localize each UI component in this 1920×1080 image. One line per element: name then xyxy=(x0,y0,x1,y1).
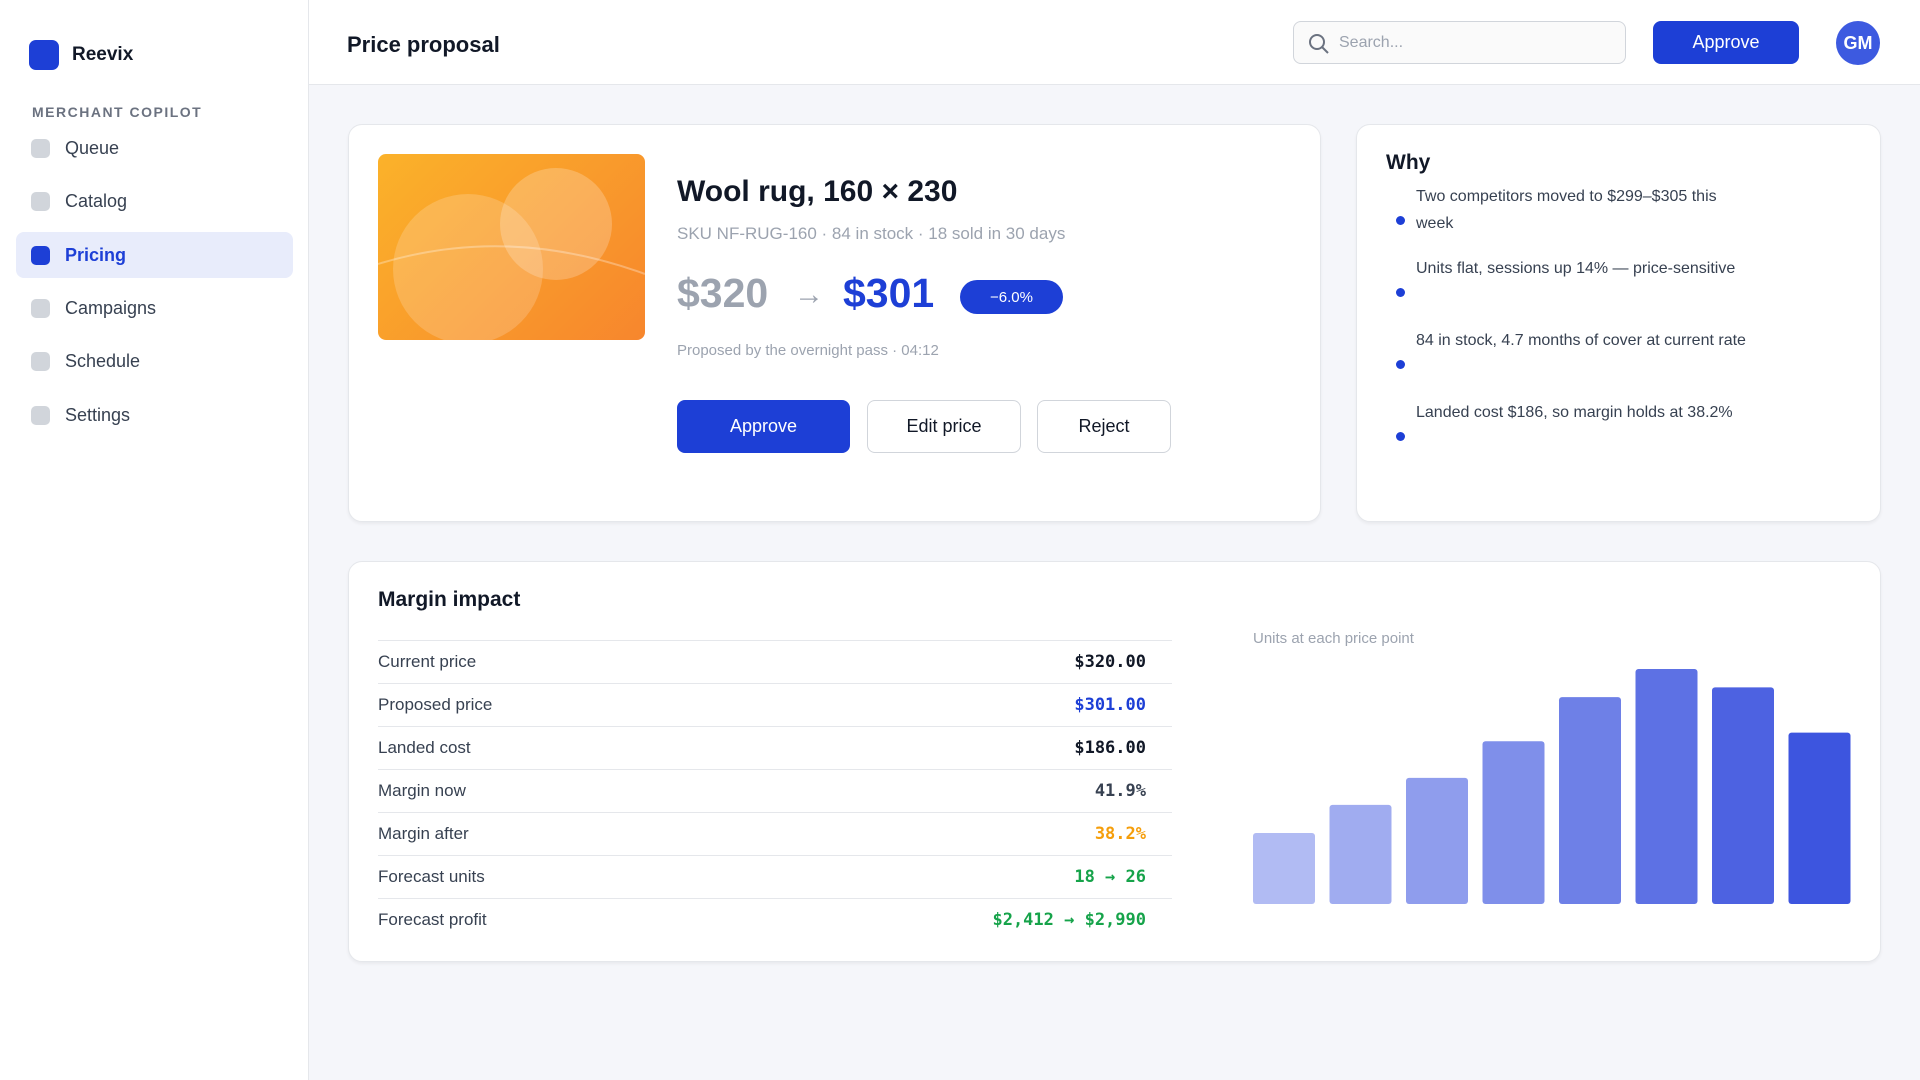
bar xyxy=(1253,833,1315,904)
table-row: Margin now 41.9% xyxy=(378,769,1172,812)
search[interactable]: Search... xyxy=(1293,21,1626,64)
brand: Reevix xyxy=(72,44,134,65)
table-row: Proposed price $301.00 xyxy=(378,683,1172,726)
change-badge: −6.0% xyxy=(960,280,1063,314)
reason: Landed cost $186, so margin holds at 38.… xyxy=(1396,399,1746,441)
chart-label: Units at each price point xyxy=(1253,630,1414,647)
row-label: Margin now xyxy=(378,781,466,800)
approve-button[interactable]: Approve xyxy=(1653,21,1799,64)
search-placeholder: Search... xyxy=(1339,34,1404,51)
bar xyxy=(1559,697,1621,904)
row-value: $186.00 xyxy=(1074,738,1146,758)
row-value: 38.2% xyxy=(1094,824,1146,844)
nav-item[interactable]: Catalog xyxy=(16,178,293,224)
units-chart xyxy=(1253,669,1851,904)
proposed-by: Proposed by the overnight pass · 04:12 xyxy=(677,342,939,359)
product-title: Wool rug, 160 × 230 xyxy=(677,175,958,208)
product-meta: SKU NF-RUG-160 · 84 in stock · 18 sold i… xyxy=(677,224,1066,243)
row-label: Landed cost xyxy=(378,738,471,757)
reason: Units flat, sessions up 14% — price-sens… xyxy=(1396,255,1746,297)
nav-item[interactable]: Settings xyxy=(16,392,293,438)
reject-button[interactable]: Reject xyxy=(1037,400,1171,453)
row-label: Current price xyxy=(378,652,477,671)
bar xyxy=(1406,777,1468,904)
table-row: Forecast profit $2,412 → $2,990 xyxy=(378,898,1172,941)
new-price: $301 xyxy=(843,270,935,316)
why-title: Why xyxy=(1386,151,1431,174)
table-row: Current price $320.00 xyxy=(378,640,1172,683)
row-value: 18 → 26 xyxy=(1074,867,1146,887)
edit-button[interactable]: Edit price xyxy=(867,400,1021,453)
nav-item[interactable]: Campaigns xyxy=(16,285,293,331)
row-label: Margin after xyxy=(378,824,469,843)
row-label: Forecast units xyxy=(378,867,485,886)
nav-item[interactable]: Queue xyxy=(16,125,293,171)
bar xyxy=(1329,804,1392,904)
page-title: Price proposal xyxy=(347,32,500,57)
table-row: Landed cost $186.00 xyxy=(378,726,1172,769)
arrow: → xyxy=(794,278,824,311)
margin-card xyxy=(348,561,1881,962)
table-row: Margin after 38.2% xyxy=(378,812,1172,855)
row-value: $301.00 xyxy=(1074,695,1146,715)
product-image xyxy=(378,154,645,340)
row-label: Forecast profit xyxy=(378,910,487,929)
row-label: Proposed price xyxy=(378,695,493,714)
reason: 84 in stock, 4.7 months of cover at curr… xyxy=(1396,327,1746,369)
row-value: $2,412 → $2,990 xyxy=(992,910,1146,930)
row-value: $320.00 xyxy=(1074,652,1146,672)
why-card xyxy=(1356,124,1881,522)
bar xyxy=(1788,732,1851,904)
logo xyxy=(29,40,59,70)
nav-item[interactable]: Schedule xyxy=(16,338,293,384)
approve-button[interactable]: Approve xyxy=(677,400,850,453)
row-value: 41.9% xyxy=(1094,781,1146,801)
avatar[interactable]: GM xyxy=(1836,21,1880,65)
reason: Two competitors moved to $299–$305 this … xyxy=(1396,183,1746,237)
table-row: Forecast units 18 → 26 xyxy=(378,855,1172,898)
sidebar: Reevix MERCHANT COPILOT Queue Catalog Pr… xyxy=(0,0,309,1080)
bar xyxy=(1482,741,1545,904)
header: Price proposal Search... Approve GM xyxy=(309,0,1920,85)
margin-title: Margin impact xyxy=(378,588,521,611)
old-price: $320 xyxy=(677,270,769,316)
section-label: MERCHANT COPILOT xyxy=(32,104,203,120)
bar xyxy=(1712,687,1774,904)
search-icon xyxy=(1309,34,1329,54)
nav-item-active[interactable]: Pricing xyxy=(16,232,293,278)
bar xyxy=(1635,669,1698,904)
